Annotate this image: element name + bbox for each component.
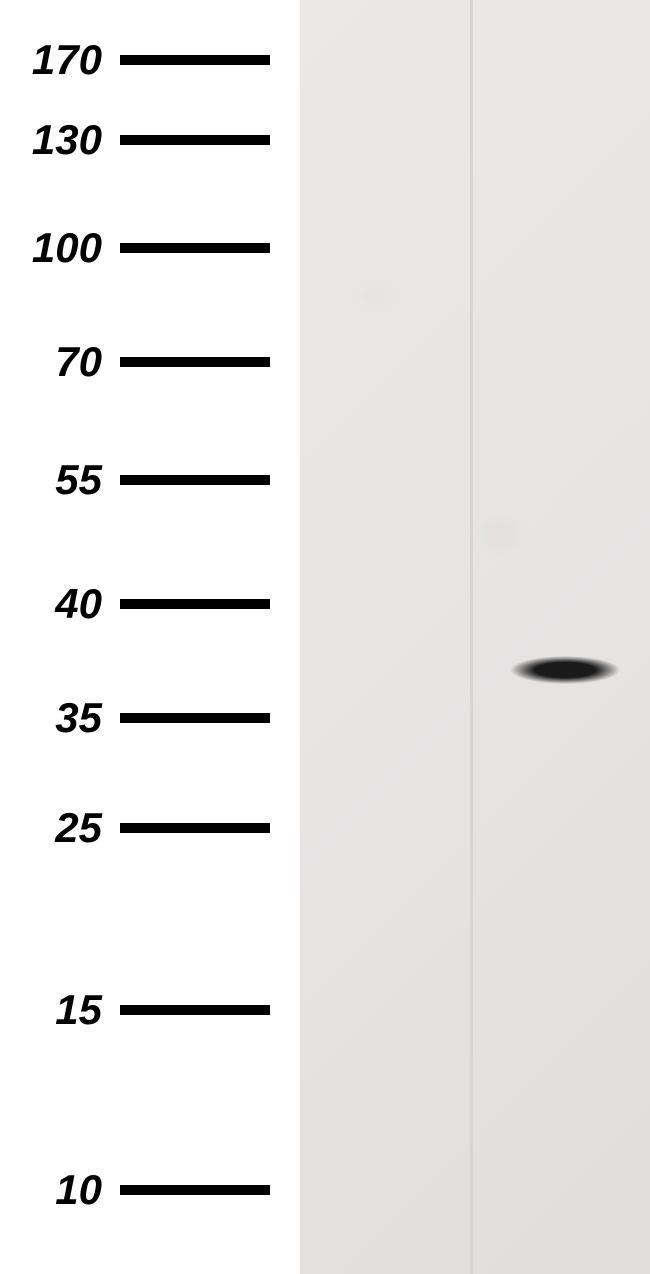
marker-label: 70	[0, 338, 120, 386]
marker-row: 100	[0, 227, 300, 269]
blot-figure: 170 130 100 70 55 40 35 25 15 10	[0, 0, 650, 1274]
marker-row: 55	[0, 459, 300, 501]
molecular-weight-ladder: 170 130 100 70 55 40 35 25 15 10	[0, 0, 300, 1274]
protein-band	[510, 656, 620, 684]
marker-row: 25	[0, 807, 300, 849]
marker-label: 55	[0, 456, 120, 504]
marker-tick	[120, 135, 270, 145]
marker-tick	[120, 475, 270, 485]
marker-label: 10	[0, 1166, 120, 1214]
lane-divider	[470, 0, 473, 1274]
marker-row: 40	[0, 583, 300, 625]
marker-tick	[120, 599, 270, 609]
marker-row: 10	[0, 1169, 300, 1211]
marker-row: 170	[0, 39, 300, 81]
marker-label: 40	[0, 580, 120, 628]
marker-tick	[120, 55, 270, 65]
marker-row: 35	[0, 697, 300, 739]
marker-row: 70	[0, 341, 300, 383]
marker-label: 100	[0, 224, 120, 272]
marker-label: 35	[0, 694, 120, 742]
marker-tick	[120, 243, 270, 253]
marker-tick	[120, 1185, 270, 1195]
marker-label: 15	[0, 986, 120, 1034]
blot-background	[300, 0, 650, 1274]
marker-tick	[120, 357, 270, 367]
marker-tick	[120, 1005, 270, 1015]
marker-label: 170	[0, 36, 120, 84]
marker-label: 130	[0, 116, 120, 164]
marker-tick	[120, 713, 270, 723]
blot-artifact	[480, 520, 520, 550]
marker-row: 15	[0, 989, 300, 1031]
blot-membrane	[300, 0, 650, 1274]
marker-row: 130	[0, 119, 300, 161]
blot-artifact	[360, 290, 390, 302]
marker-label: 25	[0, 804, 120, 852]
marker-tick	[120, 823, 270, 833]
